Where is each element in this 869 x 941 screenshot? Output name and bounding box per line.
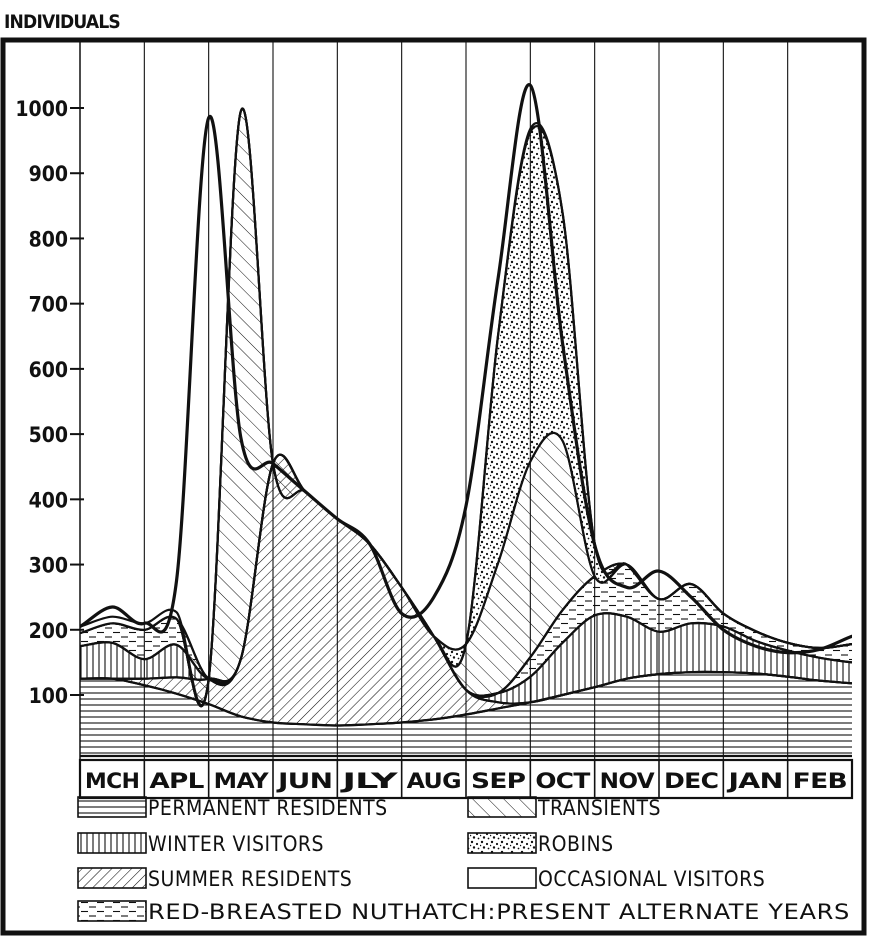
total-outline — [80, 83, 852, 655]
legend-swatch-summer — [77, 867, 147, 889]
legend-label-winter: WINTER VISITORS — [148, 832, 324, 856]
month-label-oct: OCT — [535, 769, 590, 793]
legend-swatch-robins — [467, 832, 537, 854]
month-label-feb: FEB — [793, 769, 847, 793]
month-label-mch: MCH — [85, 769, 139, 793]
month-label-may: MAY — [214, 769, 269, 793]
y-tick-label: 300 — [29, 554, 68, 578]
legend-label-nuthatch: RED-BREASTED NUTHATCH:PRESENT ALTERNATE … — [148, 900, 850, 924]
month-label-jan: JAN — [725, 769, 782, 793]
y-tick-label: 600 — [29, 358, 68, 382]
legend: PERMANENT RESIDENTS TRANSIENTS WINTER VISI… — [77, 796, 850, 924]
month-label-jly: JLY — [338, 769, 398, 793]
y-tick-label: 1000 — [15, 97, 68, 121]
legend-label-permanent: PERMANENT RESIDENTS — [148, 796, 388, 820]
area-occasional — [80, 107, 852, 708]
legend-label-occasional: OCCASIONAL VISITORS — [538, 867, 765, 891]
y-axis-label: INDIVIDUALS — [4, 11, 120, 33]
legend-label-summer: SUMMER RESIDENTS — [148, 867, 352, 891]
y-tick-label: 200 — [29, 619, 68, 643]
y-tick-label: 400 — [29, 488, 68, 512]
legend-swatch-winter — [77, 832, 147, 854]
month-label-row: MCH APL MAY JUN JLY AUG SEP OCT NOV DEC JAN FEB — [78, 758, 854, 800]
legend-label-transients: TRANSIENTS — [537, 796, 661, 820]
legend-swatch-nuthatch — [77, 900, 147, 922]
legend-swatch-transients — [467, 796, 537, 818]
month-label-dec: DEC — [664, 769, 718, 793]
month-label-sep: SEP — [471, 769, 526, 793]
month-label-aug: AUG — [407, 769, 461, 793]
y-tick-label: 800 — [29, 227, 68, 251]
y-tick-label: 900 — [29, 162, 68, 186]
month-label-nov: NOV — [600, 769, 655, 793]
chart-frame — [0, 37, 867, 936]
y-tick-label: 500 — [29, 423, 68, 447]
month-label-apl: APL — [149, 769, 204, 793]
legend-swatch-permanent — [77, 796, 147, 818]
legend-swatch-occasional — [467, 867, 537, 889]
legend-label-robins: ROBINS — [538, 832, 614, 856]
y-tick-label: 700 — [29, 293, 68, 317]
y-axis: 100 200 300 400 500 600 700 800 900 1000 — [15, 42, 84, 798]
y-tick-label: 100 — [29, 684, 68, 708]
month-label-jun: JUN — [275, 769, 332, 793]
month-gridlines — [143, 42, 789, 798]
